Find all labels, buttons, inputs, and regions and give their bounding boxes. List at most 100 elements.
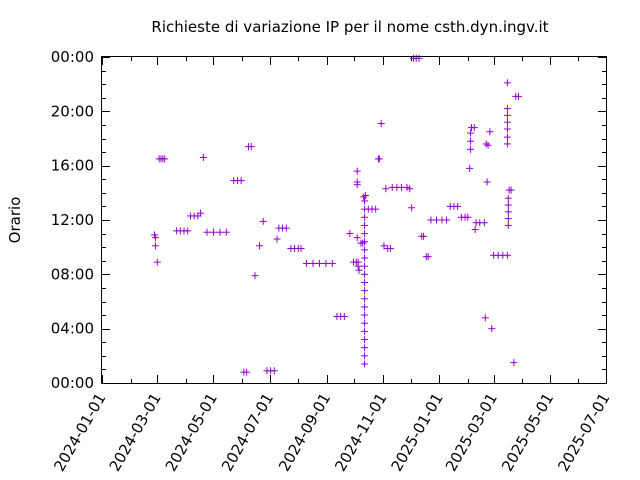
data-point [377,120,385,128]
y-tick-label: 08:00 [51,265,94,283]
y-tick-label: 12:00 [51,211,94,229]
data-point [406,185,414,193]
data-points [151,54,522,376]
data-point [375,155,383,163]
data-point [361,319,369,327]
x-tick-label: 2024-11-01 [331,390,390,475]
data-point [466,164,474,172]
data-point [471,226,479,234]
data-point [270,367,278,375]
data-point [470,124,478,132]
x-tick-label: 2024-03-01 [106,390,165,475]
data-point [486,128,494,136]
data-point [380,242,388,250]
data-point [353,181,361,189]
data-point [483,178,491,186]
data-point [273,235,281,243]
data-point [362,192,370,200]
data-point [322,259,330,267]
data-point [354,262,362,270]
data-point [209,228,217,236]
data-point [503,251,511,259]
data-point [481,314,489,322]
data-point [503,111,511,119]
data-point [467,137,475,145]
data-point [161,155,169,163]
data-point [467,145,475,153]
data-point [353,167,361,175]
data-point [151,242,159,250]
data-point [361,311,369,319]
data-point [361,270,369,278]
data-point [408,204,416,212]
data-point [361,238,369,246]
data-point [199,154,207,162]
data-point [359,239,367,247]
x-tick-label: 2024-05-01 [162,390,221,475]
y-axis-label: Orario [6,197,24,244]
data-point [237,177,245,185]
data-point [372,205,380,213]
data-point [482,140,490,148]
data-point [309,259,317,267]
data-point [297,245,305,253]
data-point [256,242,264,250]
x-tick-label: 2025-07-01 [554,390,613,475]
data-point [382,185,390,193]
data-point [247,143,255,151]
y-tick-label: 16:00 [51,157,94,175]
data-point [488,325,496,333]
data-point [424,253,432,261]
data-point [361,352,369,360]
data-point [484,141,492,149]
y-tick-label: 20:00 [51,102,94,120]
data-point [361,327,369,335]
data-point [340,312,348,320]
data-point [222,228,230,236]
data-point [328,259,336,267]
data-point [504,201,512,209]
data-point [514,92,522,100]
data-point [480,219,488,227]
data-point [504,194,512,202]
data-point [361,213,369,221]
data-point [503,79,511,87]
x-tick-label: 2025-03-01 [442,390,501,475]
data-point [361,197,369,205]
data-point [353,234,361,242]
y-tick-label: 00:00 [51,374,94,392]
data-point [386,245,394,253]
data-point [361,278,369,286]
x-tick-label: 2024-01-01 [50,390,109,475]
data-point [507,186,515,194]
x-tick-label: 2025-05-01 [498,390,557,475]
x-tick-label: 2024-09-01 [275,390,334,475]
data-point [420,232,428,240]
data-point [454,202,462,210]
data-point [361,303,369,311]
x-tick-label: 2024-07-01 [218,390,277,475]
y-tick-label: 00:00 [51,48,94,66]
data-point [303,259,311,267]
plot-frame [101,56,607,384]
data-point [151,234,159,242]
data-point [361,360,369,368]
y-tick-label: 04:00 [51,320,94,338]
data-point [510,359,518,367]
data-point [360,193,368,201]
data-point [467,129,475,137]
data-point [504,215,512,223]
data-point [503,125,511,133]
data-point [282,224,290,232]
data-point [315,259,323,267]
data-point [504,208,512,216]
data-point [361,254,369,262]
data-point [259,217,267,225]
data-point [464,213,472,221]
data-point [503,118,511,126]
data-point [251,272,259,280]
data-point [503,140,511,148]
data-point [361,344,369,352]
data-point [361,230,369,238]
